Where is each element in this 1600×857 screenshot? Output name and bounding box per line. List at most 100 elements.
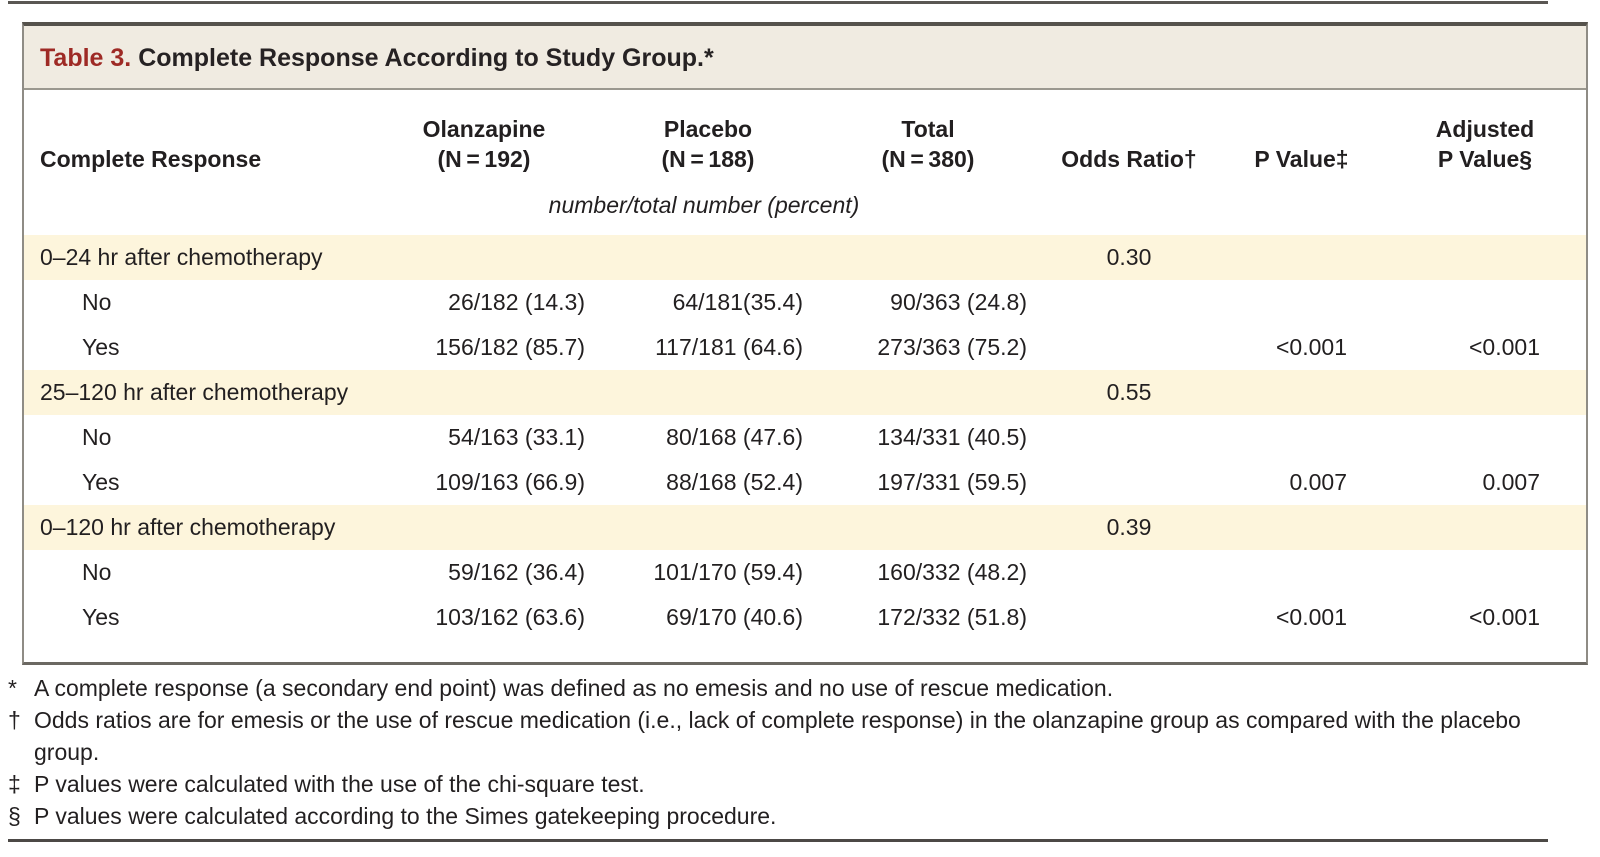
- cell-odds-ratio: 0.30: [1039, 235, 1219, 280]
- table-row: Yes 109/163 (66.9) 88/168 (52.4) 197/331 (5…: [24, 460, 1586, 505]
- header-placebo: Placebo (N = 188): [599, 90, 817, 178]
- cell-label: No: [82, 424, 112, 450]
- cell-odds-ratio: [1039, 280, 1219, 325]
- footnote: † Odds ratios are for emesis or the use o…: [8, 704, 1548, 768]
- header-olanzapine-n: (N = 192): [437, 146, 531, 172]
- cell-placebo: 88/168 (52.4): [666, 469, 803, 495]
- cell-adj-p-value: <0.001: [1469, 604, 1540, 630]
- cell-adj-p-value: [1384, 415, 1586, 460]
- footnote: ‡ P values were calculated with the use o…: [8, 768, 1548, 800]
- header-total: Total (N = 380): [817, 90, 1039, 178]
- cell-odds-ratio: [1039, 595, 1219, 640]
- cell-odds-ratio: 0.39: [1039, 505, 1219, 550]
- cell-olanzapine: 54/163 (33.1): [448, 424, 585, 450]
- cell-placebo: 64/181(35.4): [672, 289, 803, 315]
- cell-placebo: [599, 370, 817, 415]
- cell-p-value: [1219, 505, 1384, 550]
- cell-label: 0–24 hr after chemotherapy: [24, 235, 369, 280]
- table-units-row: number/total number (percent): [24, 178, 1586, 235]
- page-bottom-rule: [8, 839, 1548, 842]
- table-row-group: 25–120 hr after chemotherapy 0.55: [24, 370, 1586, 415]
- cell-adj-p-value: [1384, 280, 1586, 325]
- units-spacer-2: [1219, 178, 1384, 235]
- table-header-row: Complete Response Olanzapine (N = 192) P…: [24, 90, 1586, 178]
- table-card: Table 3. Complete Response According to …: [22, 22, 1588, 665]
- cell-total: 90/363 (24.8): [890, 289, 1027, 315]
- cell-label: 25–120 hr after chemotherapy: [24, 370, 369, 415]
- cell-olanzapine: 103/162 (63.6): [435, 604, 585, 630]
- cell-adj-p-value: [1384, 370, 1586, 415]
- cell-p-value: [1219, 415, 1384, 460]
- header-total-name: Total: [901, 116, 955, 142]
- cell-olanzapine: [369, 370, 599, 415]
- cell-placebo: 69/170 (40.6): [666, 604, 803, 630]
- cell-odds-ratio: [1039, 460, 1219, 505]
- cell-adj-p-value: [1384, 505, 1586, 550]
- cell-total: 197/331 (59.5): [877, 469, 1027, 495]
- header-adjusted-line1: Adjusted: [1435, 116, 1535, 142]
- table-row-group: 0–120 hr after chemotherapy 0.39: [24, 505, 1586, 550]
- footnote-symbol: *: [8, 675, 17, 701]
- table-title-text: Complete Response According to Study Gro…: [138, 44, 714, 72]
- cell-total: 273/363 (75.2): [877, 334, 1027, 360]
- cell-label: 0–120 hr after chemotherapy: [24, 505, 369, 550]
- cell-olanzapine: 59/162 (36.4): [448, 559, 585, 585]
- cell-adj-p-value: [1384, 235, 1586, 280]
- cell-label: Yes: [82, 334, 120, 360]
- cell-olanzapine: 156/182 (85.7): [435, 334, 585, 360]
- header-olanzapine-name: Olanzapine: [422, 116, 546, 142]
- cell-p-value: <0.001: [1276, 604, 1347, 630]
- units-spacer-3: [1384, 178, 1586, 235]
- cell-odds-ratio: [1039, 325, 1219, 370]
- table-number-label: Table 3.: [40, 44, 132, 72]
- cell-odds-ratio: 0.55: [1039, 370, 1219, 415]
- header-odds-ratio: Odds Ratio†: [1061, 146, 1197, 172]
- cell-label: No: [82, 559, 112, 585]
- footnote-text: P values were calculated with the use of…: [34, 771, 645, 797]
- cell-odds-ratio: [1039, 415, 1219, 460]
- table-row: No 54/163 (33.1) 80/168 (47.6) 134/331 (40.…: [24, 415, 1586, 460]
- cell-total: [817, 370, 1039, 415]
- cell-p-value: [1219, 550, 1384, 595]
- footnote-text: A complete response (a secondary end poi…: [34, 675, 1114, 701]
- cell-label: Yes: [82, 469, 120, 495]
- header-placebo-n: (N = 188): [661, 146, 755, 172]
- cell-olanzapine: [369, 505, 599, 550]
- cell-total: [817, 505, 1039, 550]
- units-spacer-left: [24, 178, 369, 235]
- header-complete-response: Complete Response: [40, 146, 262, 172]
- cell-placebo: 101/170 (59.4): [653, 559, 803, 585]
- cell-placebo: 117/181 (64.6): [655, 334, 803, 360]
- cell-p-value: [1219, 370, 1384, 415]
- table-title-bar: Table 3. Complete Response According to …: [24, 26, 1586, 90]
- header-adjusted-p-value: Adjusted P Value§: [1384, 90, 1586, 178]
- footnote: § P values were calculated according to t…: [8, 800, 1548, 832]
- cell-odds-ratio: [1039, 550, 1219, 595]
- cell-total: 160/332 (48.2): [877, 559, 1027, 585]
- cell-label: No: [82, 289, 112, 315]
- header-p-value: P Value‡: [1254, 146, 1349, 172]
- header-adjusted-line2: P Value§: [1437, 146, 1533, 172]
- footnote: * A complete response (a secondary end po…: [8, 672, 1548, 704]
- units-label: number/total number (percent): [548, 191, 860, 218]
- cell-olanzapine: 109/163 (66.9): [435, 469, 585, 495]
- table-row: Yes 156/182 (85.7) 117/181 (64.6) 273/363 (…: [24, 325, 1586, 370]
- cell-total: [817, 235, 1039, 280]
- cell-placebo: 80/168 (47.6): [666, 424, 803, 450]
- footnote-symbol: †: [8, 707, 21, 733]
- units-spacer-1: [1039, 178, 1219, 235]
- cell-p-value: <0.001: [1276, 334, 1347, 360]
- cell-placebo: [599, 505, 817, 550]
- cell-total: 134/331 (40.5): [877, 424, 1027, 450]
- table-row-group: 0–24 hr after chemotherapy 0.30: [24, 235, 1586, 280]
- cell-total: 172/332 (51.8): [877, 604, 1027, 630]
- cell-adj-p-value: [1384, 550, 1586, 595]
- table-row: Yes 103/162 (63.6) 69/170 (40.6) 172/332 (5…: [24, 595, 1586, 640]
- cell-olanzapine: [369, 235, 599, 280]
- footnotes: * A complete response (a secondary end po…: [8, 672, 1548, 832]
- header-total-n: (N = 380): [881, 146, 975, 172]
- page-top-rule: [8, 1, 1548, 4]
- table-row: No 26/182 (14.3) 64/181(35.4) 90/363 (24.8): [24, 280, 1586, 325]
- footnote-symbol: §: [8, 803, 21, 829]
